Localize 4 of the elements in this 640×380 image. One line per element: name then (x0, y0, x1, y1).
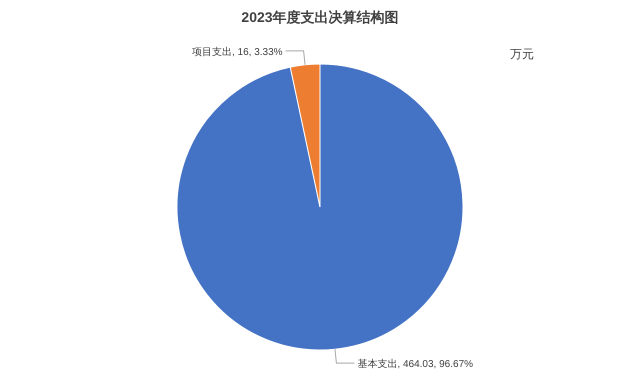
slice-label: 项目支出, 16, 3.33% (192, 46, 283, 58)
text: 万元 (510, 47, 534, 61)
chart-title: 2023年度支出决算结构图 (241, 9, 399, 25)
slice-label: 基本支出, 464.03, 96.67% (357, 358, 474, 370)
